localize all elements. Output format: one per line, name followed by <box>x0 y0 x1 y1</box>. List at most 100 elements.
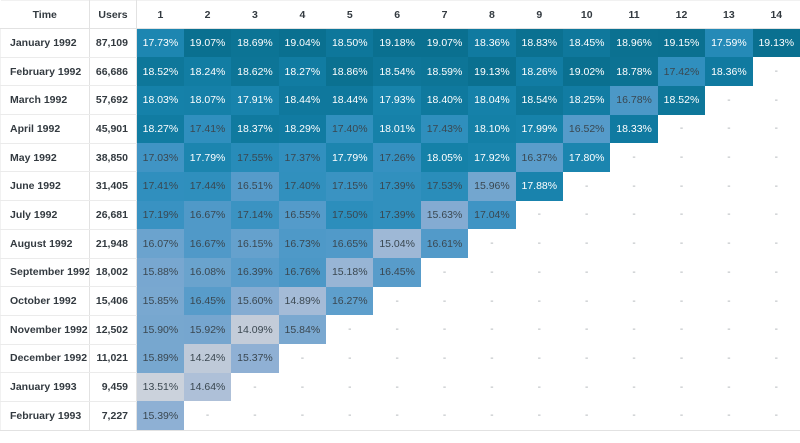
column-header-period: 8 <box>468 0 516 29</box>
cohort-value-cell: - <box>752 344 800 373</box>
cohort-value-cell: 17.41% <box>136 171 184 201</box>
cohort-value-cell: 18.86% <box>326 57 374 86</box>
cohort-users-cell: 26,681 <box>89 200 137 230</box>
cohort-value-cell: 17.80% <box>563 143 611 172</box>
cohort-value-cell: - <box>373 286 421 316</box>
cohort-value-cell: 19.07% <box>420 28 469 58</box>
cohort-value-cell: - <box>657 143 706 172</box>
cohort-value-cell: 18.37% <box>231 114 279 144</box>
cohort-value-cell: - <box>752 229 800 258</box>
cohort-value-cell: 19.18% <box>373 28 421 58</box>
cohort-value-cell: 16.52% <box>563 114 611 144</box>
cohort-row: July 1992 26,681 17.19% 16.67% 17.14% 16.55% 1… <box>0 200 800 230</box>
cohort-value-cell: 18.78% <box>610 57 658 86</box>
cohort-value-cell: 16.61% <box>420 229 469 258</box>
cohort-value-cell: - <box>705 114 753 144</box>
cohort-value-cell: 15.18% <box>326 258 374 287</box>
cohort-value-cell: 18.44% <box>278 85 327 115</box>
cohort-value-cell: 18.69% <box>231 28 279 58</box>
cohort-value-cell: - <box>705 401 753 431</box>
cohort-value-cell: - <box>326 344 374 373</box>
cohort-users-cell: 18,002 <box>89 258 137 288</box>
cohort-value-cell: - <box>705 171 753 201</box>
cohort-value-cell: 18.24% <box>183 57 232 86</box>
cohort-value-cell: 17.39% <box>373 200 421 230</box>
cohort-time-cell: July 1992 <box>0 200 90 230</box>
cohort-value-cell: 19.07% <box>183 28 232 58</box>
cohort-time-cell: February 1992 <box>0 57 90 87</box>
cohort-value-cell: - <box>705 372 753 402</box>
column-header-period: 10 <box>563 0 611 29</box>
cohort-value-cell: 17.26% <box>373 143 421 172</box>
cohort-value-cell: 17.03% <box>136 143 184 172</box>
cohort-value-cell: 16.67% <box>183 200 232 230</box>
cohort-table: Time Users 1 2 3 4 5 6 7 8 9 10 11 12 13 14 January 199… <box>0 0 800 431</box>
cohort-value-cell: - <box>752 286 800 316</box>
cohort-value-cell: 17.88% <box>515 171 564 201</box>
cohort-row: June 1992 31,405 17.41% 17.44% 16.51% 17.40% 1… <box>0 171 800 202</box>
cohort-row: May 1992 38,850 17.03% 17.79% 17.55% 17.37% 17… <box>0 143 800 173</box>
cohort-value-cell: - <box>420 344 469 373</box>
cohort-time-cell: November 1992 <box>0 315 90 345</box>
cohort-value-cell: 17.41% <box>183 114 232 144</box>
cohort-value-cell: 17.40% <box>278 171 327 201</box>
cohort-row: March 1992 57,692 18.03% 18.07% 17.91% 18.44%… <box>0 85 800 116</box>
cohort-value-cell: - <box>657 114 706 144</box>
cohort-value-cell: 16.76% <box>278 258 327 287</box>
cohort-value-cell: - <box>278 401 327 431</box>
cohort-row: April 1992 45,901 18.27% 17.41% 18.37% 18.29%… <box>0 114 800 144</box>
cohort-time-cell: August 1992 <box>0 229 90 259</box>
cohort-value-cell: - <box>515 286 564 316</box>
cohort-value-cell: 15.39% <box>136 401 184 431</box>
cohort-value-cell: 18.36% <box>705 57 753 86</box>
cohort-row: February 1992 66,686 18.52% 18.24% 18.62% 18.… <box>0 57 800 87</box>
cohort-time-cell: December 1992 <box>0 344 90 374</box>
cohort-value-cell: - <box>752 401 800 431</box>
cohort-value-cell: - <box>420 315 469 345</box>
cohort-value-cell: 18.83% <box>515 28 564 58</box>
cohort-users-cell: 87,109 <box>89 28 137 58</box>
cohort-value-cell: - <box>420 286 469 316</box>
cohort-users-cell: 57,692 <box>89 85 137 116</box>
column-header-period: 14 <box>752 0 800 29</box>
cohort-value-cell: - <box>563 286 611 316</box>
cohort-value-cell: 15.85% <box>136 286 184 316</box>
cohort-time-cell: May 1992 <box>0 143 90 173</box>
cohort-value-cell: 16.15% <box>231 229 279 258</box>
cohort-value-cell: - <box>231 401 279 431</box>
cohort-value-cell: - <box>420 258 469 287</box>
column-header-period: 7 <box>420 0 469 29</box>
cohort-retention-widget: Time Users 1 2 3 4 5 6 7 8 9 10 11 12 13 14 January 199… <box>0 0 800 431</box>
cohort-value-cell: - <box>657 258 706 287</box>
cohort-value-cell: 18.27% <box>136 114 184 144</box>
cohort-value-cell: 17.39% <box>373 171 421 201</box>
cohort-value-cell: 18.54% <box>515 85 564 115</box>
cohort-value-cell: - <box>468 229 516 258</box>
cohort-value-cell: 18.52% <box>136 57 184 86</box>
cohort-value-cell: - <box>705 85 753 115</box>
cohort-value-cell: - <box>515 200 564 230</box>
cohort-value-cell: 18.01% <box>373 114 421 144</box>
cohort-value-cell: 17.37% <box>278 143 327 172</box>
cohort-value-cell: - <box>563 200 611 230</box>
cohort-value-cell: 17.50% <box>326 200 374 230</box>
cohort-value-cell: - <box>373 401 421 431</box>
cohort-time-cell: January 1992 <box>0 28 90 58</box>
cohort-row: September 1992 18,002 15.88% 16.08% 16.39% 16… <box>0 258 800 288</box>
cohort-value-cell: - <box>326 401 374 431</box>
cohort-value-cell: - <box>657 200 706 230</box>
column-header-period: 12 <box>657 0 706 29</box>
cohort-value-cell: 16.45% <box>373 258 421 287</box>
cohort-value-cell: - <box>752 57 800 86</box>
cohort-value-cell: 14.09% <box>231 315 279 345</box>
cohort-value-cell: - <box>657 372 706 402</box>
column-header-period: 9 <box>515 0 564 29</box>
cohort-value-cell: - <box>468 286 516 316</box>
cohort-value-cell: - <box>183 401 232 431</box>
cohort-table-body: January 1992 87,109 17.73% 19.07% 18.69% 19.0… <box>0 28 800 431</box>
cohort-value-cell: 14.64% <box>183 372 232 402</box>
cohort-value-cell: 18.62% <box>231 57 279 86</box>
cohort-value-cell: - <box>231 372 279 402</box>
cohort-value-cell: - <box>705 200 753 230</box>
cohort-row: December 1992 11,021 15.89% 14.24% 15.37% - - -… <box>0 344 800 374</box>
